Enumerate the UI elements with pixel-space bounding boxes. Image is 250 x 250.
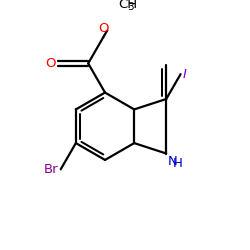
Text: CH: CH <box>118 0 138 11</box>
Text: Br: Br <box>44 163 59 176</box>
Text: N: N <box>168 155 177 168</box>
Text: O: O <box>98 22 109 35</box>
Text: 3: 3 <box>127 2 134 12</box>
Text: I: I <box>182 68 186 81</box>
Text: O: O <box>45 56 56 70</box>
Text: H: H <box>172 157 182 170</box>
